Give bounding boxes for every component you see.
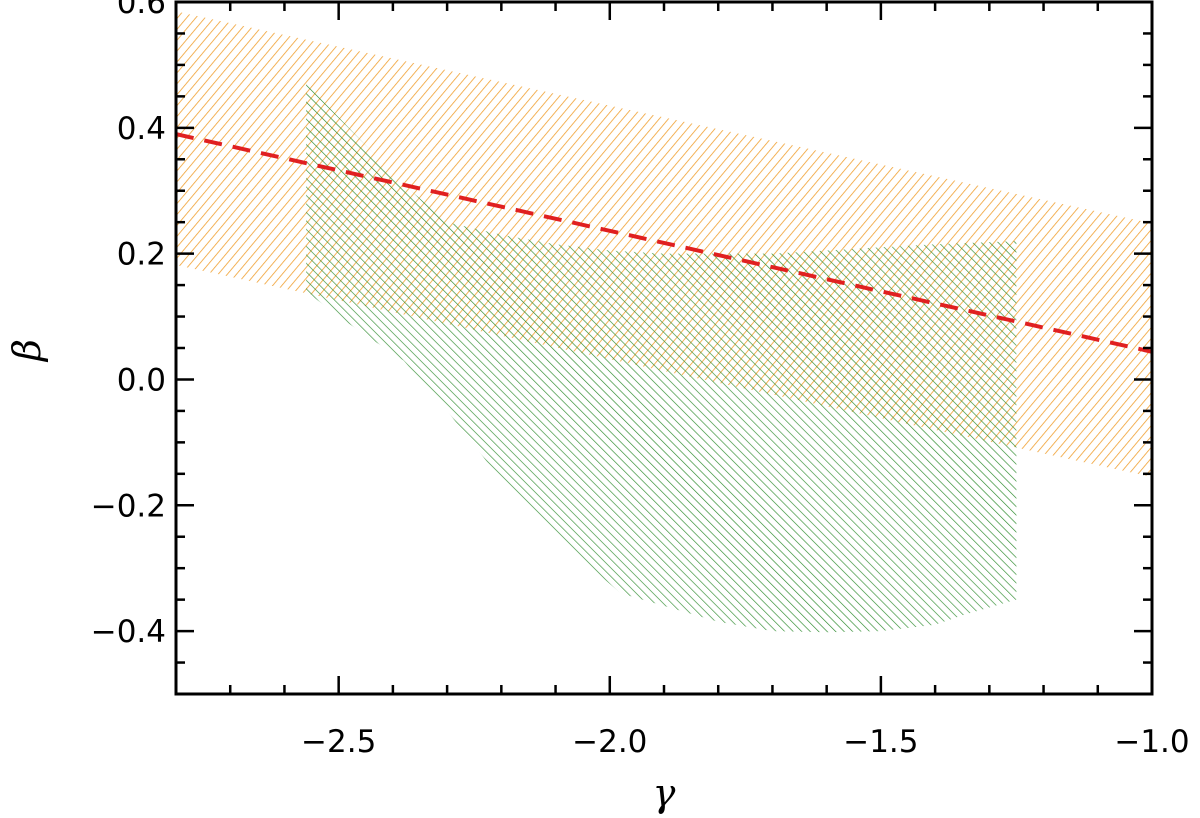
y-axis-label: β xyxy=(5,339,49,363)
x-axis-label: γ xyxy=(653,771,676,815)
axis-tick-labels: −2.5 −2.0 −1.5 −1.0 0.6 0.4 0.2 0.0 −0.2 −0.4 xyxy=(91,0,1190,760)
x-tick-label: −1.0 xyxy=(1114,724,1189,760)
y-tick-label: 0.0 xyxy=(117,362,166,398)
x-tick-label: −2.0 xyxy=(572,724,647,760)
green-constraint-region xyxy=(306,83,1017,633)
x-tick-label: −2.5 xyxy=(301,724,376,760)
x-tick-label: −1.5 xyxy=(843,724,918,760)
y-tick-label: 0.6 xyxy=(117,0,166,21)
plot-area xyxy=(176,11,1152,633)
y-tick-label: 0.4 xyxy=(117,111,166,147)
y-tick-label: 0.2 xyxy=(117,237,166,273)
y-tick-label: −0.4 xyxy=(91,614,166,650)
y-tick-label: −0.2 xyxy=(91,488,166,524)
red-dashed-fit-line xyxy=(176,132,1152,354)
axis-ticks xyxy=(174,0,1154,696)
